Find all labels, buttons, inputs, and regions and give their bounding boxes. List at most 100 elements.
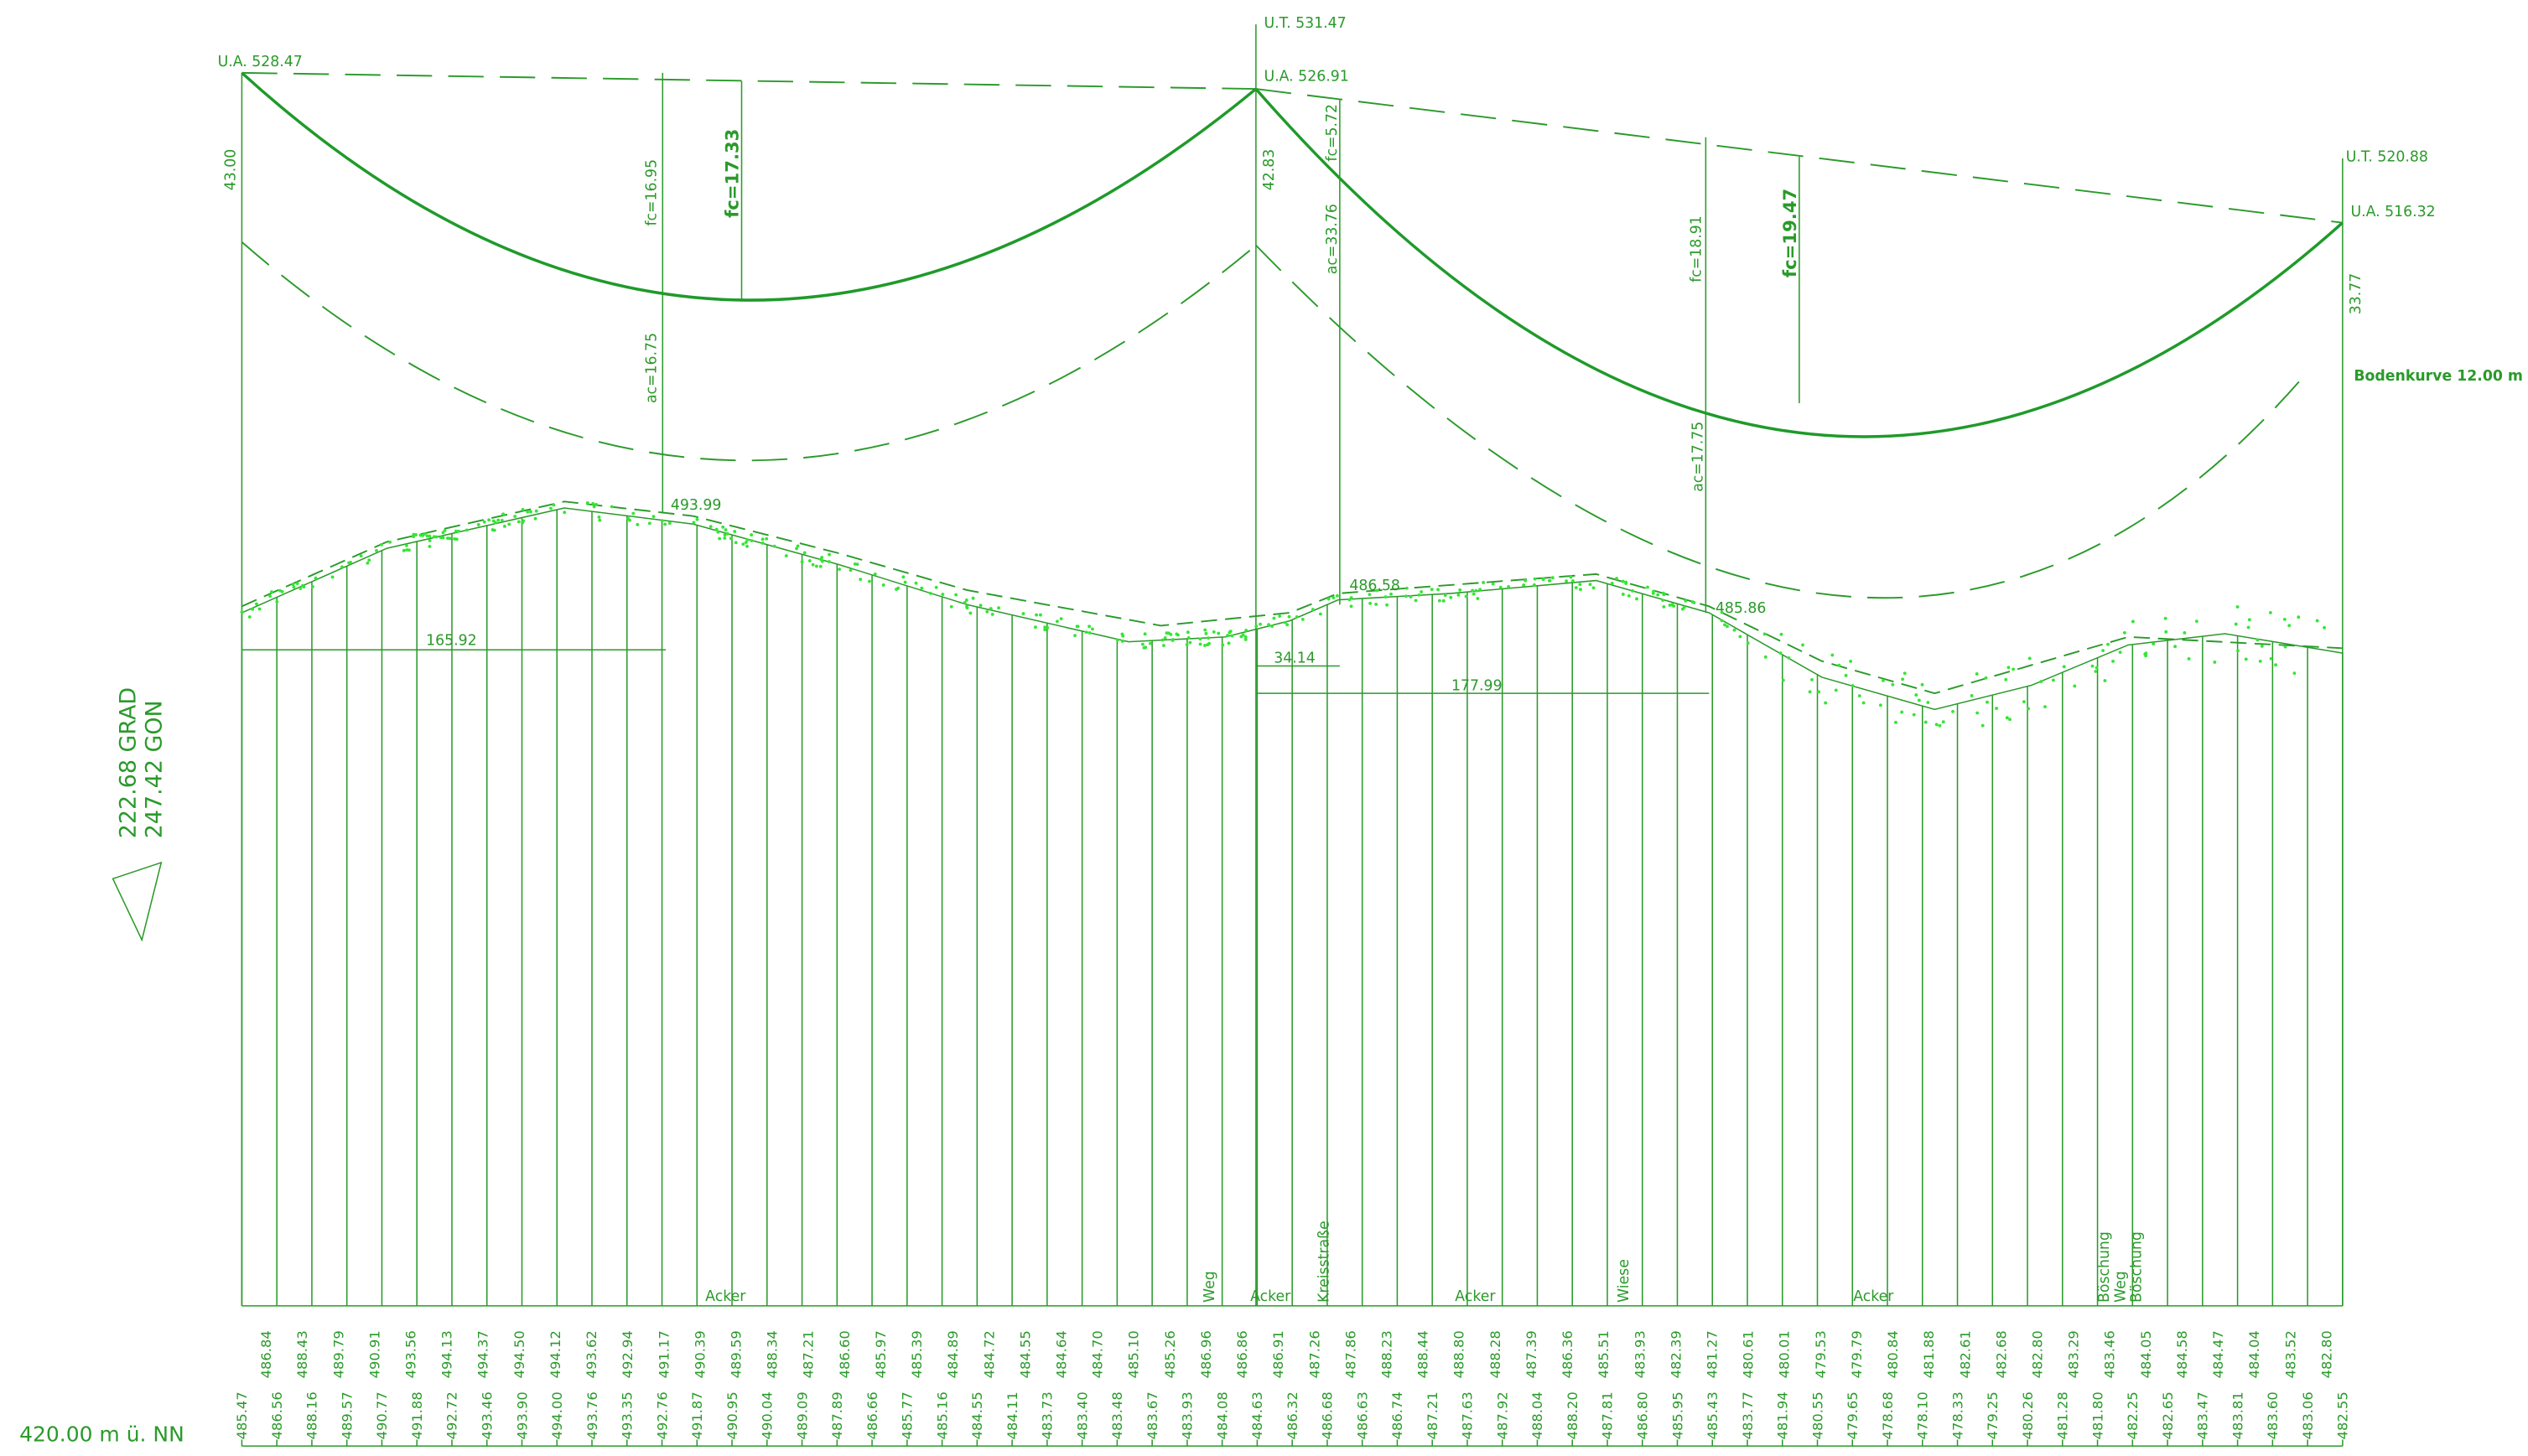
survey-point	[2287, 624, 2292, 628]
height-label: 494.12	[548, 1330, 563, 1378]
survey-point	[340, 565, 344, 569]
survey-point	[733, 530, 737, 534]
height-label: 479.65	[1845, 1391, 1861, 1439]
height-label: 482.80	[2318, 1330, 2334, 1378]
survey-point	[1810, 677, 1814, 681]
survey-point	[255, 602, 258, 606]
height-label: 479.53	[1813, 1330, 1829, 1378]
survey-point	[457, 529, 461, 533]
height-label: 494.00	[549, 1391, 565, 1439]
survey-point	[1243, 635, 1248, 639]
survey-point	[1368, 593, 1372, 597]
survey-point	[1449, 595, 1453, 599]
clearance: ac=17.75	[1690, 422, 1707, 492]
survey-point	[1149, 641, 1152, 645]
survey-point	[1834, 688, 1838, 692]
survey-point	[1404, 594, 1408, 598]
height-label: 486.36	[1560, 1330, 1575, 1378]
survey-point	[448, 536, 452, 541]
survey-point	[2011, 667, 2016, 671]
survey-point	[2315, 619, 2319, 623]
height-label: 484.70	[1090, 1330, 1106, 1378]
clearance: ac=33.76	[1324, 204, 1341, 274]
survey-point	[1259, 622, 1262, 626]
survey-point	[802, 551, 807, 555]
ground-height: 493.99	[671, 497, 722, 514]
survey-point	[1326, 597, 1331, 601]
survey-point	[1409, 595, 1413, 598]
survey-point	[989, 607, 993, 610]
survey-point	[359, 554, 363, 558]
height-label: 483.47	[2195, 1391, 2211, 1439]
conductor	[1254, 87, 2344, 438]
survey-point	[1073, 634, 1077, 638]
survey-point	[1570, 579, 1575, 583]
survey-point	[914, 581, 918, 585]
survey-point	[347, 561, 351, 565]
survey-point	[1574, 586, 1578, 589]
survey-point	[2183, 631, 2187, 635]
land-use: Kreisstraße	[1316, 1220, 1332, 1303]
sag: fc=18.91	[1689, 215, 1705, 282]
survey-point	[1140, 642, 1145, 646]
direction-arrow	[112, 861, 163, 942]
survey-point	[1631, 589, 1634, 593]
survey-point	[1524, 578, 1528, 583]
height-label: 485.51	[1596, 1330, 1612, 1378]
land-use: Acker	[1455, 1288, 1496, 1305]
land-use: Böschung	[2129, 1231, 2146, 1303]
land-use: Acker	[1853, 1288, 1894, 1305]
max-sag: fc=17.33	[722, 129, 743, 218]
height-label: 488.34	[765, 1330, 781, 1378]
height-label: 489.57	[339, 1391, 355, 1439]
height-label: 482.25	[2125, 1391, 2141, 1439]
survey-point	[1456, 593, 1461, 597]
survey-point	[597, 515, 601, 519]
survey-point	[1059, 617, 1063, 621]
land-use: Acker	[705, 1288, 746, 1305]
height-label: 485.43	[1705, 1391, 1721, 1439]
survey-point	[302, 584, 305, 588]
height-label: 484.55	[1017, 1330, 1033, 1378]
ground-height: 485.86	[1716, 600, 1767, 617]
survey-point	[1474, 588, 1478, 593]
direction: 247.42 GON	[141, 700, 167, 838]
survey-point	[745, 544, 749, 548]
survey-point	[1375, 588, 1379, 593]
survey-point	[314, 576, 318, 580]
survey-point	[1878, 703, 1882, 707]
survey-point	[240, 610, 244, 614]
height-label: 482.65	[2160, 1391, 2176, 1439]
survey-point	[491, 519, 496, 523]
survey-point	[949, 604, 953, 609]
height-label: 488.28	[1487, 1330, 1503, 1378]
survey-point	[1507, 585, 1511, 588]
survey-point	[521, 521, 525, 525]
height-label: 488.20	[1565, 1391, 1581, 1439]
survey-point	[1891, 682, 1895, 687]
survey-point	[1723, 623, 1726, 627]
survey-point	[2258, 659, 2262, 663]
survey-point	[428, 534, 432, 538]
survey-point	[291, 583, 295, 587]
survey-point	[454, 537, 459, 541]
survey-point	[2282, 617, 2287, 621]
survey-point	[534, 509, 538, 513]
survey-point	[1986, 700, 1989, 704]
survey-point	[2187, 657, 2191, 661]
survey-point	[818, 564, 823, 568]
height-label: 490.39	[692, 1330, 708, 1378]
survey-point	[1243, 638, 1248, 641]
survey-point	[1624, 580, 1628, 584]
tower-height: 33.77	[2348, 273, 2364, 315]
survey-point	[2008, 718, 2011, 722]
survey-point	[295, 582, 299, 585]
tower-label: U.A. 516.32	[2350, 204, 2435, 220]
survey-point	[487, 518, 491, 522]
height-label: 481.94	[1775, 1391, 1791, 1439]
height-label: 485.97	[873, 1330, 889, 1378]
survey-point	[1902, 671, 1907, 676]
survey-point	[1221, 643, 1225, 647]
survey-point	[1995, 707, 1998, 711]
survey-point	[1230, 634, 1234, 638]
